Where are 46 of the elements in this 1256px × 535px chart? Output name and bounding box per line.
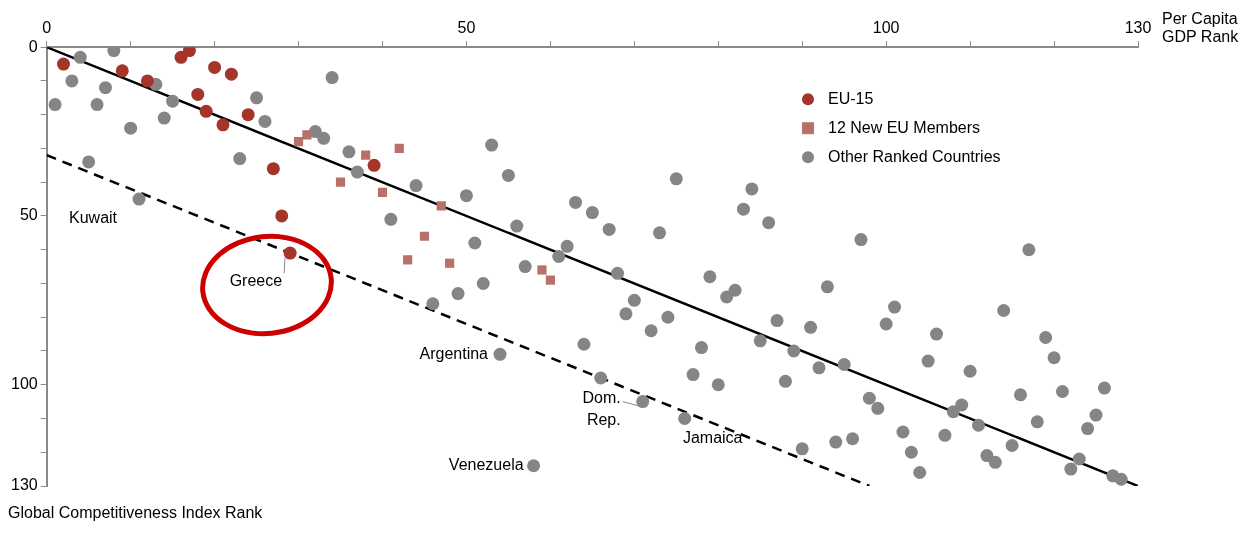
y-tick-label: 0	[28, 37, 38, 55]
annotation: Greece	[229, 271, 283, 289]
point	[445, 258, 455, 268]
point	[115, 64, 129, 78]
point	[56, 57, 70, 71]
point	[361, 150, 371, 160]
point	[191, 87, 205, 101]
x-tick-label: 50	[457, 19, 476, 37]
annotation: Venezuela	[448, 456, 524, 474]
annotation: Kuwait	[69, 209, 118, 227]
x-tick-label: 130	[1124, 19, 1152, 37]
y-tick-label: 50	[19, 206, 38, 224]
legend-label: EU-15	[828, 89, 874, 107]
point	[403, 255, 413, 265]
point	[241, 108, 255, 122]
point	[394, 143, 404, 154]
point	[174, 50, 188, 64]
legend-label: Other Ranked Countries	[828, 147, 1001, 165]
point	[419, 231, 430, 241]
point	[377, 187, 388, 197]
x-tick-label: 100	[872, 19, 900, 37]
point	[335, 177, 346, 187]
point	[545, 275, 555, 285]
point	[208, 60, 222, 74]
annotation: Argentina	[419, 344, 489, 362]
point	[224, 67, 238, 81]
point	[199, 104, 213, 118]
y-tick-label: 100	[10, 375, 38, 393]
point	[367, 158, 381, 172]
y-tick-label: 130	[10, 476, 38, 494]
x-axis-title: Per Capita GDP Rank	[1162, 9, 1240, 45]
legend-label: 12 New EU Members	[828, 118, 981, 136]
point	[182, 47, 196, 58]
point	[216, 118, 230, 132]
annotation: Jamaica	[682, 428, 743, 446]
point	[140, 74, 154, 88]
point	[283, 246, 297, 260]
point	[537, 265, 547, 275]
point	[293, 137, 304, 147]
point	[266, 162, 280, 176]
point	[302, 130, 312, 140]
y-axis-title: Global Competitiveness Index Rank	[8, 504, 264, 522]
point	[436, 201, 446, 211]
x-tick-label: 0	[42, 19, 52, 37]
annotation: Dom. Rep.	[582, 389, 621, 429]
point	[275, 209, 289, 223]
